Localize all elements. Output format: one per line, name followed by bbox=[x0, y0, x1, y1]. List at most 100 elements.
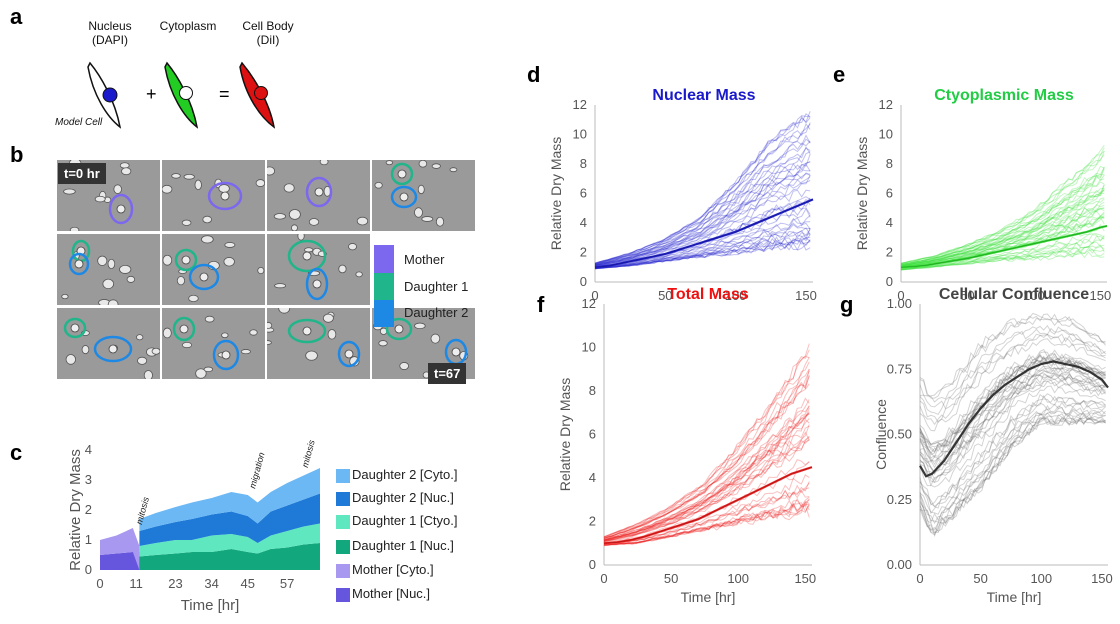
model-cell-diagram bbox=[87, 61, 276, 129]
cell-blob bbox=[102, 278, 115, 290]
cell-blob bbox=[273, 213, 286, 220]
trace-line bbox=[603, 503, 810, 546]
nucleus-label: Nucleus (DAPI) bbox=[70, 19, 150, 47]
cell-blob bbox=[218, 184, 230, 193]
cytoplasm-cell-icon bbox=[164, 61, 199, 129]
cell-blob bbox=[304, 247, 314, 253]
y-tick-label: 0 bbox=[886, 274, 893, 289]
y-tick-label: 8 bbox=[589, 383, 596, 398]
trace-line bbox=[603, 374, 810, 540]
cell-blob bbox=[107, 258, 116, 270]
trace-line bbox=[603, 503, 810, 546]
tile-image bbox=[162, 173, 265, 226]
x-tick-label: 11 bbox=[129, 576, 143, 591]
tracked-cell bbox=[181, 255, 191, 265]
trace-line bbox=[919, 404, 1106, 515]
x-tick-label: 150 bbox=[1091, 571, 1113, 586]
trace-line bbox=[603, 502, 810, 546]
trace-line bbox=[603, 425, 810, 542]
trace-line bbox=[594, 180, 811, 267]
tracked-cell bbox=[220, 191, 230, 201]
trace-line bbox=[603, 369, 810, 539]
microscopy-tile bbox=[267, 308, 370, 379]
tracked-cell bbox=[302, 251, 312, 261]
y-tick-label: 10 bbox=[879, 127, 893, 142]
legend-label-d1-cyto: Daughter 1 [Ctyo.] bbox=[352, 513, 458, 528]
cell-blob bbox=[181, 219, 192, 226]
cell-blob bbox=[162, 184, 173, 194]
cell-blob bbox=[378, 340, 388, 347]
trace-line bbox=[900, 251, 1105, 271]
trace-line bbox=[919, 385, 1106, 488]
microscopy-tile bbox=[372, 160, 475, 231]
microscopy-tile bbox=[57, 308, 160, 379]
cell-blob bbox=[194, 179, 202, 191]
trace-line bbox=[919, 338, 1106, 432]
cell-blob bbox=[81, 345, 90, 355]
trace-line bbox=[603, 368, 810, 539]
trace-line bbox=[603, 482, 810, 545]
tracking-ellipse bbox=[337, 340, 361, 368]
cell-blob bbox=[267, 166, 276, 176]
trace-line bbox=[900, 189, 1105, 267]
legend-swatch-daughter2 bbox=[374, 300, 394, 327]
trace-line bbox=[919, 412, 1106, 523]
equals-sign: = bbox=[219, 84, 230, 104]
tile-image bbox=[63, 317, 160, 379]
trace-line bbox=[594, 229, 811, 269]
trace-line bbox=[594, 207, 811, 268]
trace-line bbox=[919, 416, 1106, 538]
x-tick-label: 100 bbox=[1023, 288, 1045, 303]
y-axis-label: Confluence bbox=[873, 399, 889, 470]
trace-line bbox=[594, 163, 811, 266]
y-tick-label: 2 bbox=[580, 245, 587, 260]
trace-line bbox=[919, 393, 1106, 506]
tracked-cell bbox=[344, 349, 354, 359]
y-axis-label: Relative Dry Mass bbox=[557, 378, 573, 492]
mean-line bbox=[919, 360, 1109, 478]
x-tick-label: 50 bbox=[960, 288, 974, 303]
trace-line bbox=[595, 239, 811, 270]
trace-line bbox=[594, 151, 811, 266]
y-tick-label: 8 bbox=[886, 156, 893, 171]
y-tick-label: 0.50 bbox=[887, 427, 912, 442]
trace-line bbox=[603, 498, 810, 546]
y-tick-label: 12 bbox=[573, 97, 587, 112]
trace-line bbox=[594, 122, 811, 265]
trace-line bbox=[900, 248, 1105, 271]
nucleus-label-line1: Nucleus bbox=[88, 19, 132, 33]
tracking-ellipse bbox=[305, 176, 333, 208]
trace-line bbox=[919, 351, 1106, 446]
y-tick-label: 0 bbox=[85, 562, 92, 577]
cell-blob bbox=[97, 255, 108, 266]
trace-line bbox=[900, 184, 1105, 267]
microscopy-tile bbox=[57, 234, 160, 305]
cell-blob bbox=[221, 332, 229, 339]
trace-line bbox=[919, 327, 1106, 416]
cell-blob bbox=[69, 226, 80, 231]
trace-line bbox=[603, 412, 810, 541]
x-tick-label: 0 bbox=[600, 571, 607, 586]
y-tick-label: 0.00 bbox=[887, 557, 912, 572]
trace-line bbox=[603, 383, 810, 539]
trace-line bbox=[594, 122, 811, 265]
cell-blob bbox=[181, 342, 193, 349]
y-tick-label: 10 bbox=[582, 340, 596, 355]
trace-line bbox=[919, 416, 1106, 534]
nucleus-cell-icon bbox=[87, 61, 122, 129]
trace-line bbox=[900, 150, 1105, 264]
annotation-label: mitosis bbox=[300, 440, 317, 469]
cell-blob bbox=[202, 215, 212, 224]
trace-line bbox=[603, 349, 810, 538]
y-axis-label: Relative Dry Mass bbox=[854, 137, 870, 251]
trace-line bbox=[603, 504, 810, 547]
chart-title: Ctyoplasmic Mass bbox=[934, 87, 1074, 104]
tracked-cell bbox=[116, 204, 126, 214]
cell-blob bbox=[356, 216, 369, 226]
y-tick-label: 2 bbox=[886, 245, 893, 260]
tracked-cell bbox=[70, 323, 80, 333]
